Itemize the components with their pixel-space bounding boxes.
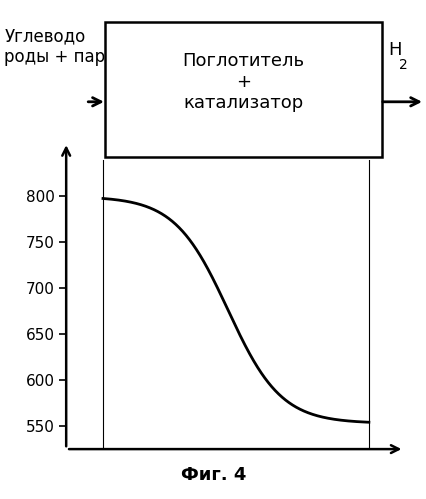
Text: Углеводо
роды + пар: Углеводо роды + пар [4, 27, 105, 66]
Text: Поглотитель
+
катализатор: Поглотитель + катализатор [182, 52, 304, 112]
Bar [104, 22, 381, 157]
Text: 2: 2 [398, 57, 407, 71]
Text: H: H [388, 41, 401, 59]
Text: Фиг. 4: Фиг. 4 [180, 466, 246, 484]
